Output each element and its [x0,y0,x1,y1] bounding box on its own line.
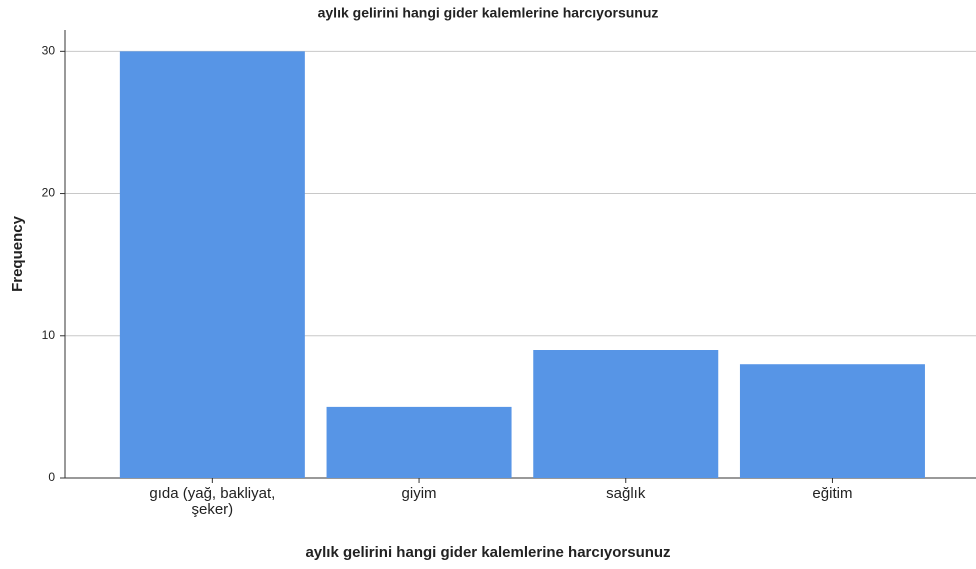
y-tick-label: 10 [42,328,56,342]
bar [533,350,719,478]
y-tick-label: 20 [42,186,56,200]
x-axis-title: aylık gelirini hangi gider kalemlerine h… [305,544,670,561]
bar [326,406,512,478]
x-tick-label: eğitim [812,485,853,502]
x-tick-label: giyim [401,485,437,502]
x-tick-label: gıda (yağ, bakliyat, şeker) [149,485,276,518]
y-tick-label: 0 [48,470,55,484]
x-tick-label: sağlık [606,485,646,502]
y-axis-title: Frequency [9,215,26,292]
y-tick-label: 30 [42,44,56,58]
chart-title: aylık gelirini hangi gider kalemlerine h… [318,5,659,21]
bar [119,51,305,478]
bar [739,364,925,478]
